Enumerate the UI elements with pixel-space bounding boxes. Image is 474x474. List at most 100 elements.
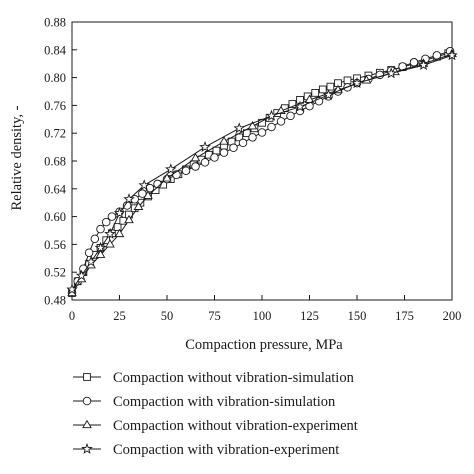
data-point [276,117,286,126]
data-point [75,269,88,281]
x-tick-label: 75 [208,309,221,323]
y-tick-label: 0.76 [44,99,66,113]
data-point [417,58,430,71]
legend: Compaction without vibration-simulation C… [73,370,358,458]
ticks-layer: 0 25 50 75 100 125 150 175 200 0.48 0.52 0.56 0.60 0.… [44,16,461,324]
x-tick-label: 125 [300,309,319,323]
data-point [212,146,221,155]
legend-label: Compaction with vibration-experiment [113,442,339,458]
y-tick-label: 0.48 [44,294,66,308]
data-point [114,228,125,238]
data-point [104,227,116,239]
plot-frame [71,21,453,301]
data-point [124,214,134,224]
x-tick-label: 200 [443,309,462,323]
y-tick-label: 0.80 [44,71,66,85]
legend-marker [82,419,92,429]
data-point [138,189,147,198]
data-point [181,166,191,175]
data-point [105,239,115,248]
data-point [219,148,229,157]
legend-label: Compaction without vibration-simulation [113,370,355,386]
series-layer [66,46,458,298]
y-tick-label: 0.64 [44,182,67,196]
data-point [265,109,278,121]
series-line [71,50,451,294]
data-point [94,241,107,253]
data-point [248,133,257,142]
data-point [311,89,320,97]
series-square [68,49,453,297]
y-tick-label: 0.68 [44,155,66,169]
data-point [288,100,297,108]
series-circle [67,46,455,298]
data-point [257,128,267,137]
x-tick-label: 150 [348,309,367,323]
data-point [85,255,97,267]
x-tick-label: 100 [253,309,272,323]
data-point [66,283,78,295]
y-tick-label: 0.52 [44,266,66,280]
series-star [66,49,458,295]
x-axis-label: Compaction pressure, MPa [185,337,343,353]
y-tick-label: 0.60 [44,210,66,224]
series-line [71,53,453,294]
data-point [351,77,363,89]
data-point [138,179,151,191]
data-point [143,190,153,199]
y-axis-label: Relative density, - [9,105,25,210]
data-point [385,67,398,79]
data-point [113,223,122,231]
data-point [294,100,306,112]
data-point [90,234,100,244]
x-tick-label: 0 [69,309,75,323]
legend-item: Compaction without vibration-experiment [73,418,358,434]
series-line [71,54,453,290]
data-point [446,49,458,61]
data-point [267,122,276,132]
data-point [113,207,126,219]
x-tick-label: 25 [113,309,126,323]
series-triangle [67,48,457,297]
data-point [235,133,244,142]
data-point [133,201,144,210]
y-tick-label: 0.84 [44,43,67,57]
data-point [409,58,419,67]
y-tick-label: 0.72 [44,127,66,141]
data-point [233,122,246,134]
data-point [190,152,201,162]
legend-item: Compaction with vibration-experiment [73,442,339,458]
data-point [229,143,238,153]
data-point [101,217,111,227]
data-point [219,136,229,145]
data-point [322,88,335,100]
data-point [84,248,94,257]
data-point [199,141,211,153]
data-point [286,111,295,121]
data-point [247,120,258,130]
data-point [95,249,106,258]
data-point [162,173,172,182]
x-tick-label: 50 [161,309,174,323]
data-point [200,158,210,167]
legend-marker [83,373,91,381]
data-point [326,82,335,91]
legend-item: Compaction with vibration-simulation [73,394,336,410]
x-tick-label: 175 [395,309,414,323]
data-point [318,85,327,94]
data-point [333,84,343,94]
data-point [96,224,105,234]
legend-item: Compaction without vibration-simulation [73,370,355,386]
data-point [123,193,135,205]
axes [71,21,453,301]
legend-marker [81,442,93,454]
data-point [164,163,177,175]
legend-marker [82,396,92,406]
legend-label: Compaction with vibration-simulation [113,394,336,410]
data-point [107,212,117,221]
data-point [343,76,352,85]
y-tick-label: 0.88 [44,16,66,30]
legend-label: Compaction without vibration-experiment [113,418,358,434]
y-tick-label: 0.56 [44,238,66,252]
